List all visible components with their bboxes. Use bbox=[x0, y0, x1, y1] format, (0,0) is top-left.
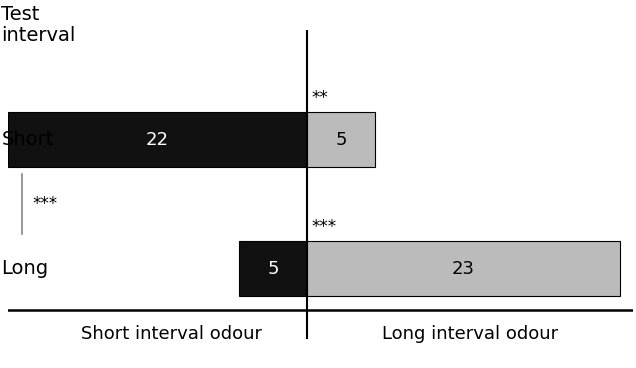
Text: Test
interval: Test interval bbox=[1, 5, 76, 45]
Bar bbox=[8, 113, 307, 167]
Text: 5: 5 bbox=[335, 131, 347, 149]
Bar bbox=[239, 241, 307, 296]
Text: ***: *** bbox=[311, 218, 336, 236]
Text: Short: Short bbox=[1, 130, 53, 149]
Text: Long interval odour: Long interval odour bbox=[382, 325, 558, 343]
Text: Long: Long bbox=[1, 259, 48, 278]
Text: Short interval odour: Short interval odour bbox=[81, 325, 261, 343]
Text: 22: 22 bbox=[146, 131, 169, 149]
Text: **: ** bbox=[311, 89, 328, 107]
Text: ***: *** bbox=[32, 195, 58, 213]
Bar bbox=[307, 241, 619, 296]
Text: 5: 5 bbox=[267, 259, 279, 277]
Text: 23: 23 bbox=[452, 259, 475, 277]
Bar bbox=[307, 113, 375, 167]
